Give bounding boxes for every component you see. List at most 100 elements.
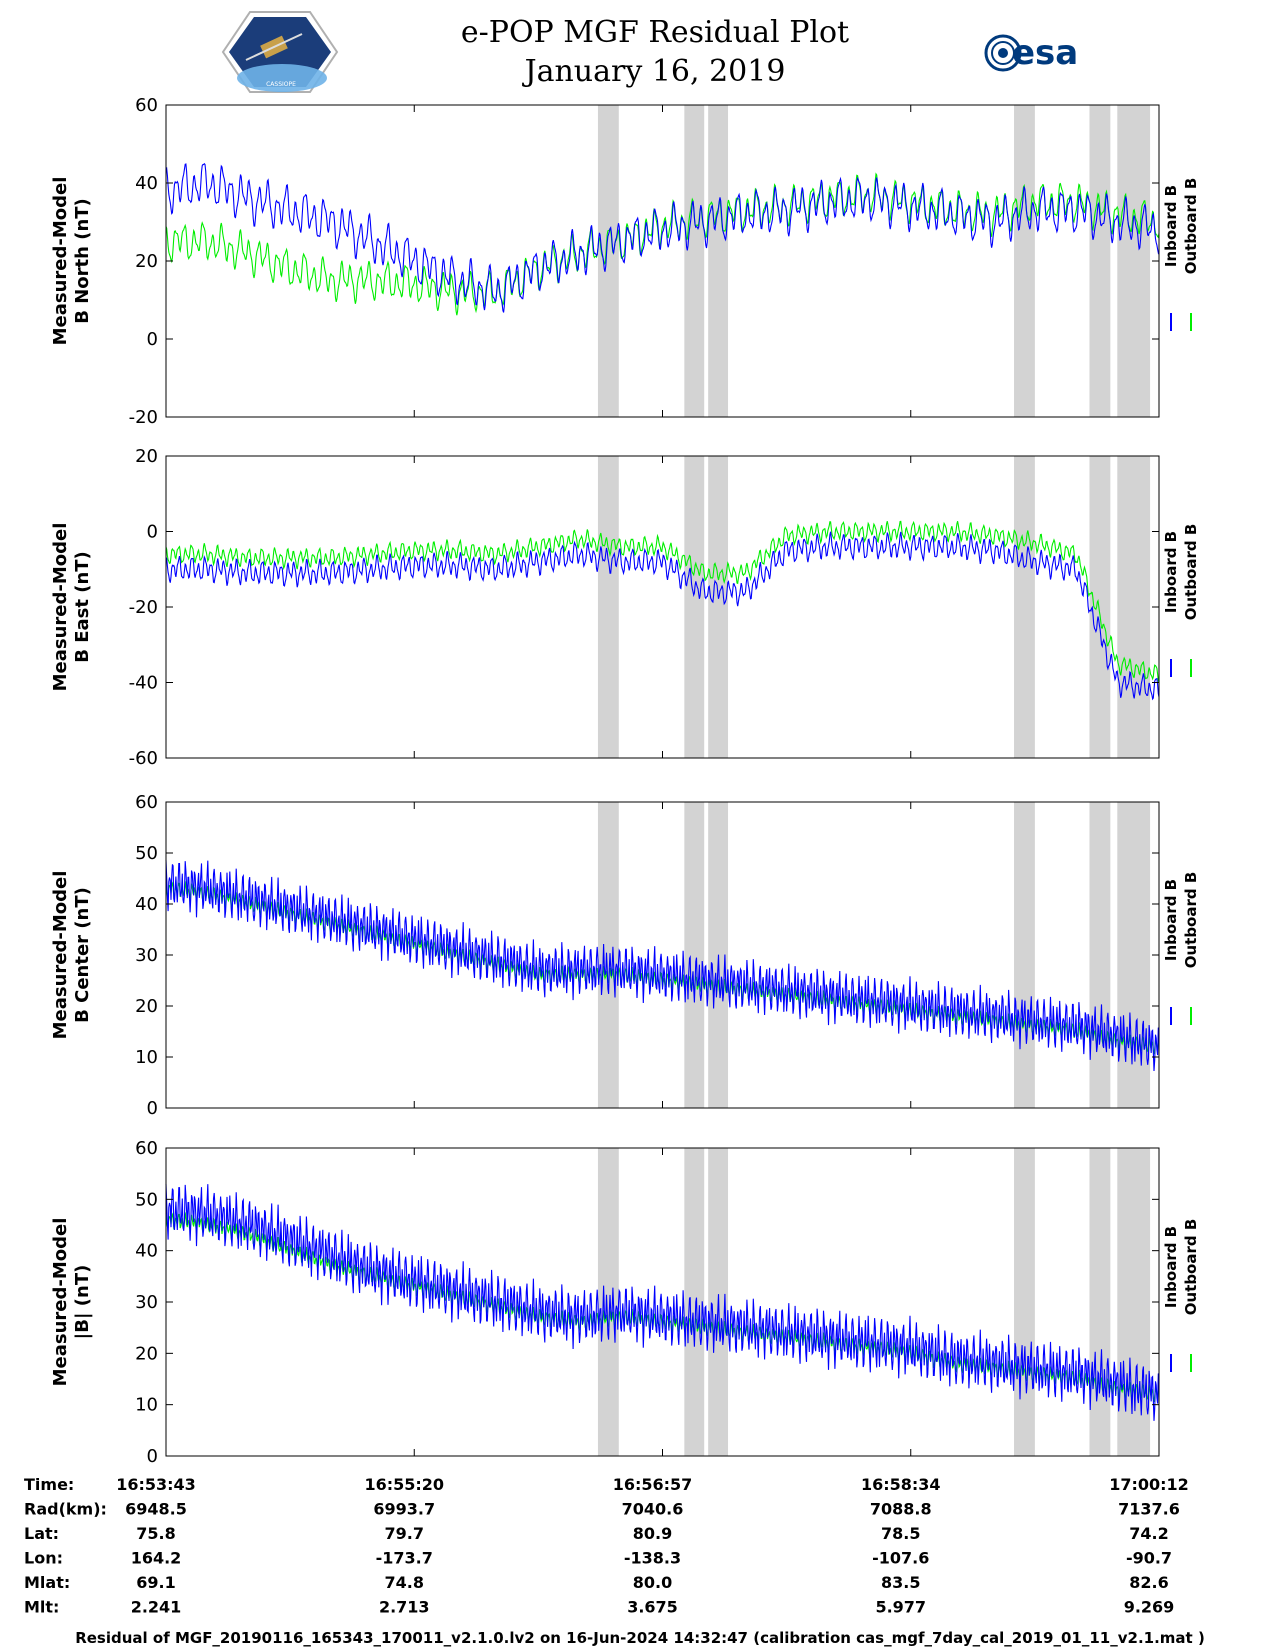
y-axis-label-line: Measured-Model [50, 177, 71, 346]
legend-label-inboard: Inboard B [1162, 1226, 1180, 1308]
orbit-table-value: 6993.7 [373, 1500, 435, 1519]
y-tick-label: 60 [135, 792, 158, 813]
orbit-table-label: Lon: [24, 1549, 63, 1568]
figure-date: January 16, 2019 [522, 54, 786, 89]
y-axis-label: Measured-ModelB East (nT) [50, 523, 93, 692]
orbit-table-value: 7137.6 [1118, 1500, 1180, 1519]
shaded-interval [684, 802, 705, 1108]
y-axis-label-line: Measured-Model [50, 523, 71, 692]
orbit-table-value: 164.2 [131, 1549, 182, 1568]
orbit-table-value: 79.7 [385, 1524, 424, 1543]
orbit-table-value: 3.675 [627, 1598, 678, 1617]
orbit-table-label: Time: [24, 1475, 74, 1494]
series-inboard-line [165, 1183, 1160, 1421]
footer-caption: Residual of MGF_20190116_165343_170011_v… [75, 1629, 1205, 1647]
shaded-interval [708, 105, 729, 417]
y-tick-label: 40 [135, 173, 158, 194]
orbit-table-row: Lon: 164.2 -173.7 -138.3 -107.6 -90.7 [24, 1549, 1172, 1568]
cassiope-logo-text: CASSIOPE [266, 81, 296, 88]
orbit-table-value: 9.269 [1124, 1598, 1175, 1617]
legend-label-inboard: Inboard B [1162, 531, 1180, 613]
shaded-interval [1014, 456, 1035, 758]
shaded-interval [1089, 456, 1111, 758]
shaded-interval [597, 1148, 619, 1456]
orbit-table-value: 75.8 [136, 1524, 175, 1543]
orbit-table-row: Mlat: 69.1 74.8 80.0 83.5 82.6 [24, 1573, 1169, 1592]
orbit-table-value: 7088.8 [870, 1500, 932, 1519]
orbit-table-value: 74.8 [385, 1573, 424, 1592]
orbit-table-value: 80.0 [633, 1573, 672, 1592]
y-tick-label: 20 [135, 1343, 158, 1364]
orbit-table-value: 5.977 [875, 1598, 926, 1617]
series-outboard-line [165, 172, 1160, 316]
y-tick-label: 30 [135, 945, 158, 966]
chart-panel-4: 0 10 20 30 40 50 60 Measured-Model|B| (nT) Inboa… [50, 1138, 1200, 1467]
y-axis-label-line: B North (nT) [72, 198, 93, 324]
orbit-table-label: Mlt: [24, 1598, 59, 1617]
shaded-interval [1117, 1148, 1151, 1456]
cassiope-logo: CASSIOPE [221, 11, 339, 93]
shaded-interval [597, 456, 619, 758]
shaded-interval [1089, 1148, 1111, 1456]
orbit-table-value: 2.713 [379, 1598, 430, 1617]
orbit-table-value: 78.5 [881, 1524, 920, 1543]
y-tick-label: 10 [135, 1395, 158, 1416]
orbit-table-value: 69.1 [136, 1573, 175, 1592]
orbit-table-label: Rad(km): [24, 1500, 107, 1519]
y-axis-label: Measured-ModelB North (nT) [50, 177, 93, 346]
y-axis-label-line: B Center (nT) [72, 887, 93, 1023]
series-outboard-line [165, 520, 1160, 683]
y-tick-label: -20 [129, 597, 158, 618]
axes-frame [165, 104, 1160, 418]
y-tick-label: 40 [135, 1241, 158, 1262]
legend-label-inboard: Inboard B [1162, 879, 1180, 961]
shaded-interval [1117, 456, 1151, 758]
chart-panel-3: 0 10 20 30 40 50 60 Measured-ModelB Center (nT)… [50, 792, 1200, 1119]
esa-logo-text: esa [1012, 33, 1078, 73]
y-tick-label: 0 [147, 522, 158, 543]
axes-frame [165, 455, 1160, 759]
y-tick-label: 20 [135, 996, 158, 1017]
orbit-table-value: -173.7 [376, 1549, 433, 1568]
y-tick-label: 0 [147, 1098, 158, 1119]
y-axis-label: Measured-ModelB Center (nT) [50, 871, 93, 1040]
y-tick-label: -40 [129, 673, 158, 694]
orbit-table-value: 16:53:43 [116, 1475, 196, 1494]
shaded-interval [708, 456, 729, 758]
axes-frame [165, 1147, 1160, 1457]
y-axis-label-line: Measured-Model [50, 1218, 71, 1387]
legend-label-outboard: Outboard B [1182, 1219, 1200, 1316]
shaded-interval [597, 105, 619, 417]
shaded-interval [1014, 105, 1035, 417]
legend-label-outboard: Outboard B [1182, 872, 1200, 969]
y-tick-label: 40 [135, 894, 158, 915]
series-inboard-line [165, 162, 1160, 313]
orbit-table-value: 6948.5 [125, 1500, 187, 1519]
orbit-table-label: Mlat: [24, 1573, 70, 1592]
y-tick-label: 50 [135, 843, 158, 864]
y-axis-label: Measured-Model|B| (nT) [50, 1218, 93, 1387]
orbit-table-row: Mlt: 2.241 2.713 3.675 5.977 9.269 [24, 1598, 1174, 1617]
chart-panel-1: -20 0 20 40 60 Measured-ModelB North (nT) Inbo… [50, 95, 1200, 428]
legend-label-outboard: Outboard B [1182, 178, 1200, 275]
orbit-table-value: 83.5 [881, 1573, 920, 1592]
orbit-table-row: Rad(km): 6948.5 6993.7 7040.6 7088.8 7137.6 [24, 1500, 1180, 1519]
esa-logo: esa [984, 33, 1078, 73]
shaded-interval [1089, 105, 1111, 417]
y-tick-label: 10 [135, 1047, 158, 1068]
y-tick-label: -20 [129, 407, 158, 428]
legend-label-inboard: Inboard B [1162, 185, 1180, 267]
orbit-table-value: -107.6 [872, 1549, 929, 1568]
shaded-interval [684, 105, 705, 417]
orbit-table-value: 16:58:34 [861, 1475, 941, 1494]
orbit-table-value: 2.241 [131, 1598, 182, 1617]
chart-panel-2: -60 -40 -20 0 20 Measured-ModelB East (nT) Inb… [50, 446, 1200, 769]
series-inboard-line [165, 860, 1160, 1072]
orbit-table-value: 16:55:20 [364, 1475, 444, 1494]
series-inboard-line [165, 531, 1160, 701]
shaded-interval [684, 1148, 705, 1456]
orbit-table-row: Lat: 75.8 79.7 80.9 78.5 74.2 [24, 1524, 1169, 1543]
shaded-interval [597, 802, 619, 1108]
y-tick-label: 60 [135, 95, 158, 116]
